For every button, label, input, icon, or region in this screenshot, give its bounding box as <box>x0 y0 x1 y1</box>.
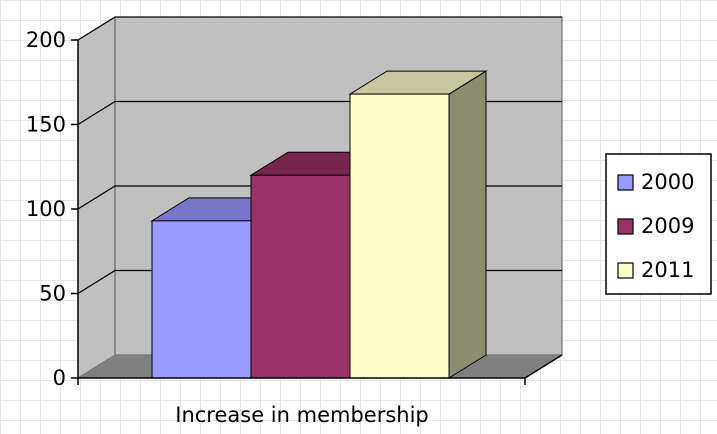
legend-label: 2009 <box>641 214 694 238</box>
y-tick-label: 50 <box>39 282 66 306</box>
bar-front <box>251 175 350 378</box>
legend-swatch <box>618 219 633 234</box>
y-tick-label: 0 <box>53 366 66 390</box>
category-label: Increase in membership <box>175 403 429 427</box>
legend: 2000 2009 2011 <box>606 154 711 294</box>
bar-front <box>350 94 449 378</box>
legend-swatch <box>618 263 633 278</box>
bar-side-shade <box>449 71 486 378</box>
y-tick-label: 100 <box>26 197 66 221</box>
bar-2011 <box>350 71 486 378</box>
y-tick-label: 150 <box>26 113 66 137</box>
legend-label: 2000 <box>641 170 694 194</box>
legend-label: 2011 <box>641 258 694 282</box>
bar-front <box>152 221 251 378</box>
legend-swatch <box>618 175 633 190</box>
y-tick-label: 200 <box>26 28 66 52</box>
value-axis: 0 50 100 150 200 <box>26 28 78 390</box>
